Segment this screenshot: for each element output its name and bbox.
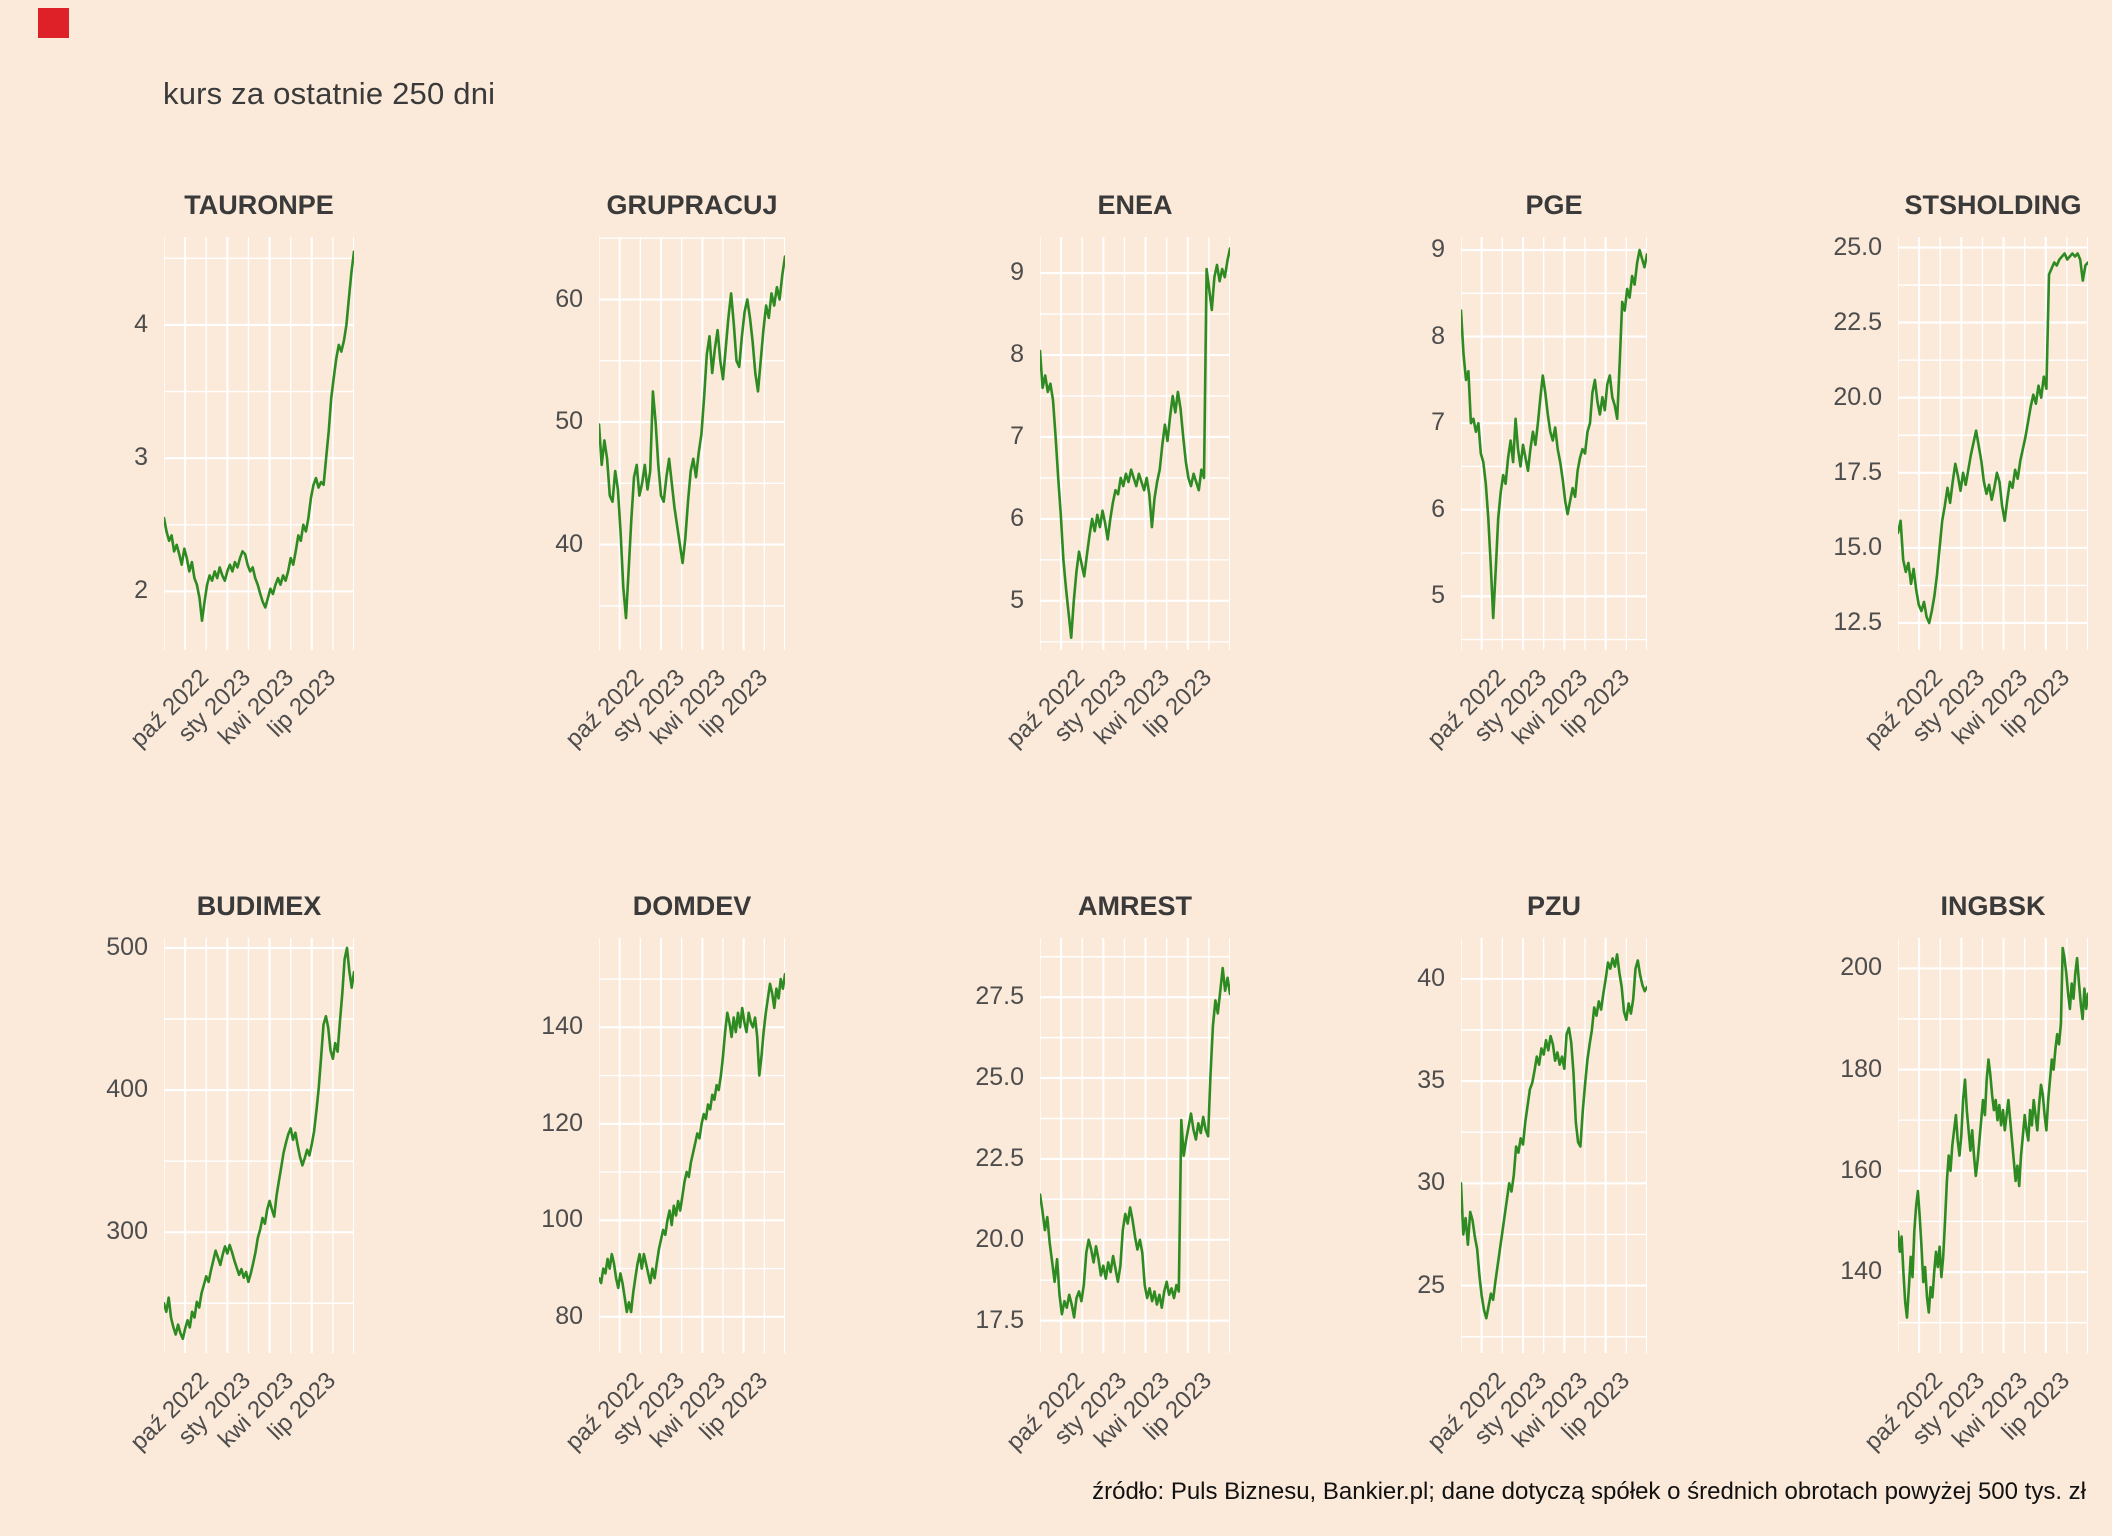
facet-chart-budimex (164, 938, 354, 1353)
facet-title: STSHOLDING (1904, 190, 2082, 220)
y-tick-label: 60 (555, 284, 583, 313)
y-tick-label: 3 (134, 443, 148, 472)
facet-title: BUDIMEX (196, 891, 322, 921)
y-tick-label: 22.5 (1833, 307, 1882, 336)
price-line (164, 250, 354, 622)
facet-title: PZU (1527, 891, 1581, 921)
page-title: kurs za ostatnie 250 dni (163, 76, 496, 111)
y-tick-label: 25 (1417, 1270, 1445, 1299)
y-tick-label: 17.5 (1833, 457, 1882, 486)
y-tick-label: 17.5 (975, 1305, 1024, 1334)
facet-title: AMREST (1078, 891, 1192, 921)
y-tick-label: 2 (134, 576, 148, 605)
y-tick-label: 12.5 (1833, 607, 1882, 636)
y-tick-label: 9 (1431, 234, 1445, 263)
price-line (1898, 252, 2088, 625)
price-line (599, 972, 785, 1314)
facet-title: INGBSK (1940, 891, 2046, 921)
facet-chart-enea (1040, 237, 1230, 650)
y-tick-label: 180 (1840, 1054, 1882, 1083)
facet-chart-domdev (599, 938, 785, 1353)
facet-title: PGE (1525, 190, 1583, 220)
facet-title: DOMDEV (632, 891, 752, 921)
y-tick-label: 9 (1010, 258, 1024, 287)
facet-chart-pzu (1461, 938, 1647, 1353)
facet-chart-amrest (1040, 938, 1230, 1353)
y-tick-label: 50 (555, 407, 583, 436)
y-tick-label: 35 (1417, 1066, 1445, 1095)
y-tick-label: 160 (1840, 1155, 1882, 1184)
y-tick-label: 7 (1010, 421, 1024, 450)
y-tick-label: 200 (1840, 953, 1882, 982)
price-line (164, 946, 354, 1341)
y-tick-label: 25.0 (1833, 232, 1882, 261)
y-tick-label: 5 (1010, 585, 1024, 614)
y-tick-label: 40 (1417, 963, 1445, 992)
price-line (1461, 248, 1647, 620)
facet-chart-pge (1461, 237, 1647, 650)
facet-title: ENEA (1097, 190, 1173, 220)
y-tick-label: 120 (541, 1108, 583, 1137)
recording-marker (38, 8, 69, 38)
facet-title: TAURONPE (184, 190, 334, 220)
facet-chart-tauronpe (164, 237, 354, 650)
y-tick-label: 5 (1431, 581, 1445, 610)
source-note: źródło: Puls Biznesu, Bankier.pl; dane d… (1092, 1478, 2086, 1505)
price-line (599, 255, 785, 620)
y-tick-label: 140 (541, 1012, 583, 1041)
y-tick-label: 20.0 (975, 1224, 1024, 1253)
y-tick-label: 6 (1010, 503, 1024, 532)
y-tick-label: 40 (555, 529, 583, 558)
price-line (1461, 953, 1647, 1320)
price-line (1040, 966, 1230, 1319)
y-tick-label: 140 (1840, 1257, 1882, 1286)
y-tick-label: 100 (541, 1205, 583, 1234)
y-tick-label: 6 (1431, 494, 1445, 523)
y-tick-label: 25.0 (975, 1063, 1024, 1092)
y-tick-label: 400 (106, 1075, 148, 1104)
y-tick-label: 500 (106, 932, 148, 961)
facet-chart-ingbsk (1898, 938, 2088, 1353)
y-tick-label: 20.0 (1833, 382, 1882, 411)
y-tick-label: 8 (1010, 340, 1024, 368)
y-tick-label: 30 (1417, 1168, 1445, 1197)
y-tick-label: 27.5 (975, 982, 1024, 1011)
facet-chart-stsholding (1898, 237, 2088, 650)
price-line (1040, 247, 1230, 639)
price-line (1898, 946, 2088, 1319)
facet-title: GRUPRACUJ (606, 190, 778, 220)
y-tick-label: 7 (1431, 408, 1445, 437)
y-tick-label: 15.0 (1833, 532, 1882, 561)
y-tick-label: 80 (555, 1301, 583, 1330)
y-tick-label: 22.5 (975, 1143, 1024, 1172)
y-tick-label: 4 (134, 309, 148, 338)
facet-chart-grupracuj (599, 237, 785, 650)
y-tick-label: 8 (1431, 321, 1445, 350)
y-tick-label: 300 (106, 1217, 148, 1246)
